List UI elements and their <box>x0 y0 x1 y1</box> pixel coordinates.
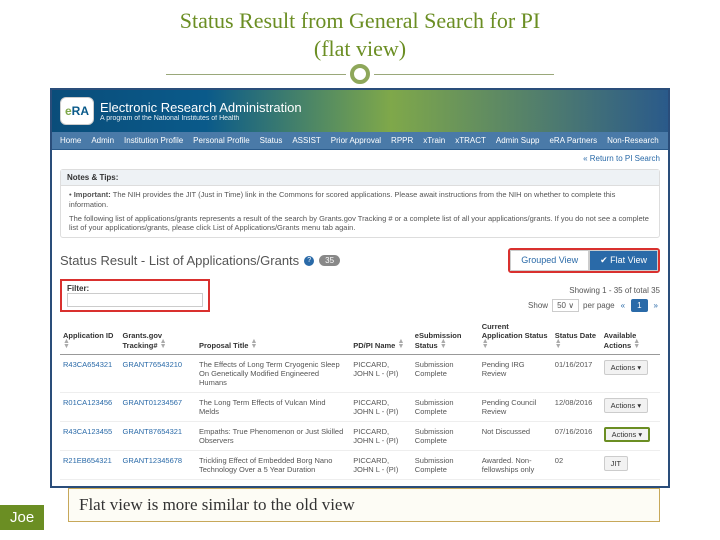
action-button[interactable]: Actions ▾ <box>604 427 650 442</box>
notes-header: Notes & Tips: <box>61 170 659 186</box>
nav-item[interactable]: Status <box>260 136 283 145</box>
title-ornament <box>0 64 720 84</box>
column-header[interactable]: Proposal Title ▲▼ <box>196 318 350 354</box>
notes-body: • Important: The NIH provides the JIT (J… <box>61 186 659 237</box>
pager-page[interactable]: 1 <box>631 299 647 312</box>
showing-text: Showing 1 - 35 of total 35 <box>528 286 660 295</box>
nav-item[interactable]: xTrain <box>423 136 445 145</box>
table-row: R43CA654321GRANT76543210The Effects of L… <box>60 354 660 392</box>
table-cell: Submission Complete <box>412 450 479 479</box>
table-cell: PICCARD, JOHN L - (PI) <box>350 392 412 421</box>
table-cell: Empaths: True Phenomenon or Just Skilled… <box>196 421 350 450</box>
pager: Showing 1 - 35 of total 35 Show 50 ∨ per… <box>528 286 660 312</box>
nav-item[interactable]: Personal Profile <box>193 136 249 145</box>
action-button[interactable]: Actions ▾ <box>604 398 648 413</box>
table-cell: R01CA123456 <box>60 392 119 421</box>
pager-prev[interactable]: « <box>619 301 627 310</box>
grouped-view-button[interactable]: Grouped View <box>510 250 589 271</box>
count-badge: 35 <box>319 255 340 266</box>
table-cell: Pending Council Review <box>479 392 552 421</box>
column-header[interactable]: eSubmission Status ▲▼ <box>412 318 479 354</box>
filter-input[interactable] <box>67 293 203 307</box>
table-cell: Awarded. Non-fellowships only <box>479 450 552 479</box>
table-cell: 07/16/2016 <box>552 421 601 450</box>
app-header: eRA Electronic Research Administration A… <box>52 90 668 132</box>
nav-item[interactable]: Home <box>60 136 81 145</box>
nav-item[interactable]: eRA Partners <box>549 136 597 145</box>
return-to-search-link[interactable]: « Return to PI Search <box>52 150 668 167</box>
table-cell: 12/08/2016 <box>552 392 601 421</box>
author-tag: Joe <box>0 505 44 530</box>
action-cell: Actions ▾ <box>601 392 660 421</box>
action-cell: Actions ▾ <box>601 421 660 450</box>
era-badge-icon: eRA <box>60 97 94 125</box>
table-cell: GRANT12345678 <box>119 450 196 479</box>
table-row: R01CA123456GRANT01234567The Long Term Ef… <box>60 392 660 421</box>
view-toggle: Grouped View ✔ Flat View <box>508 248 660 273</box>
table-cell: Pending IRG Review <box>479 354 552 392</box>
slide-title-line2: (flat view) <box>0 36 720 64</box>
action-button[interactable]: Actions ▾ <box>604 360 648 375</box>
navbar: Home Admin Institution Profile Personal Pro… <box>52 132 668 150</box>
table-cell: PICCARD, JOHN L - (PI) <box>350 421 412 450</box>
nav-item[interactable]: ASSIST <box>292 136 320 145</box>
table-cell: PICCARD, JOHN L - (PI) <box>350 450 412 479</box>
table-cell: 02 <box>552 450 601 479</box>
action-cell: Actions ▾ <box>601 354 660 392</box>
column-header[interactable]: Grants.gov Tracking# ▲▼ <box>119 318 196 354</box>
table-cell: R43CA654321 <box>60 354 119 392</box>
filter-label: Filter: <box>67 284 203 293</box>
filter-box: Filter: <box>60 279 210 312</box>
header-subtitle: A program of the National Institutes of … <box>100 115 302 122</box>
table-cell: Not Discussed <box>479 421 552 450</box>
nav-item[interactable]: Admin <box>91 136 114 145</box>
help-icon[interactable]: ? <box>304 256 314 266</box>
table-cell: Submission Complete <box>412 392 479 421</box>
column-header[interactable]: PD/PI Name ▲▼ <box>350 318 412 354</box>
table-cell: Trickling Effect of Embedded Borg Nano T… <box>196 450 350 479</box>
pager-next[interactable]: » <box>652 301 660 310</box>
nav-item[interactable]: Institution Profile <box>124 136 183 145</box>
table-cell: R21EB654321 <box>60 450 119 479</box>
action-button[interactable]: JIT <box>604 456 628 471</box>
column-header[interactable]: Status Date ▲▼ <box>552 318 601 354</box>
table-row: R21EB654321GRANT12345678Trickling Effect… <box>60 450 660 479</box>
table-cell: Submission Complete <box>412 354 479 392</box>
nav-item[interactable]: Admin Supp <box>496 136 540 145</box>
nav-item[interactable]: Prior Approval <box>331 136 381 145</box>
column-header[interactable]: Application ID ▲▼ <box>60 318 119 354</box>
nav-item[interactable]: RPPR <box>391 136 413 145</box>
table-cell: PICCARD, JOHN L - (PI) <box>350 354 412 392</box>
results-table: Application ID ▲▼Grants.gov Tracking# ▲▼… <box>60 318 660 480</box>
action-cell: JIT <box>601 450 660 479</box>
nav-item[interactable]: xTRACT <box>455 136 486 145</box>
slide-caption: Flat view is more similar to the old vie… <box>68 488 660 522</box>
table-cell: The Effects of Long Term Cryogenic Sleep… <box>196 354 350 392</box>
flat-view-button[interactable]: ✔ Flat View <box>589 250 658 271</box>
table-cell: 01/16/2017 <box>552 354 601 392</box>
table-cell: GRANT01234567 <box>119 392 196 421</box>
status-title: Status Result - List of Applications/Gra… <box>60 253 340 268</box>
notes-box: Notes & Tips: • Important: The NIH provi… <box>60 169 660 238</box>
table-cell: R43CA123455 <box>60 421 119 450</box>
table-cell: Submission Complete <box>412 421 479 450</box>
table-cell: The Long Term Effects of Vulcan Mind Mel… <box>196 392 350 421</box>
per-page-select[interactable]: 50 ∨ <box>552 299 579 312</box>
status-row: Status Result - List of Applications/Gra… <box>52 244 668 277</box>
table-row: R43CA123455GRANT87654321Empaths: True Ph… <box>60 421 660 450</box>
era-logo: eRA Electronic Research Administration A… <box>60 97 302 125</box>
app-frame: eRA Electronic Research Administration A… <box>50 88 670 488</box>
header-title: Electronic Research Administration <box>100 100 302 115</box>
slide-title-line1: Status Result from General Search for PI <box>0 0 720 36</box>
table-cell: GRANT87654321 <box>119 421 196 450</box>
column-header[interactable]: Available Actions ▲▼ <box>601 318 660 354</box>
column-header[interactable]: Current Application Status ▲▼ <box>479 318 552 354</box>
table-cell: GRANT76543210 <box>119 354 196 392</box>
nav-item[interactable]: Non-Research <box>607 136 659 145</box>
